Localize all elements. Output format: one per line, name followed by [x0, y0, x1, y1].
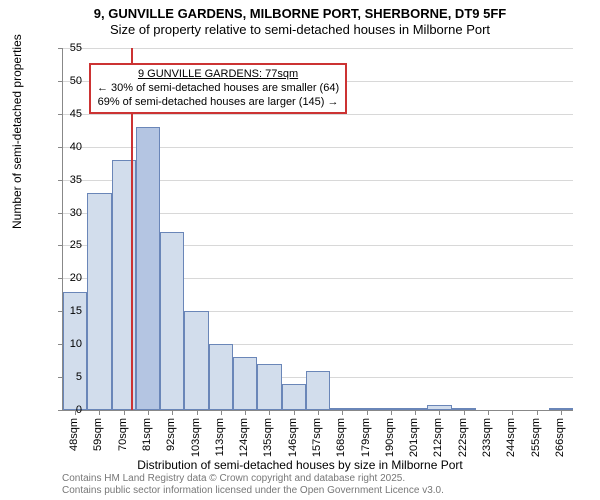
y-tick-label: 35 [54, 174, 82, 186]
x-tick [367, 410, 368, 415]
x-axis-label: Distribution of semi-detached houses by … [0, 458, 600, 472]
y-tick-label: 30 [54, 207, 82, 219]
x-tick-label: 92sqm [165, 418, 177, 451]
x-tick [172, 410, 173, 415]
annotation-box: 9 GUNVILLE GARDENS: 77sqm← 30% of semi-d… [89, 63, 347, 114]
x-tick-label: 212sqm [432, 418, 444, 457]
x-tick-label: 255sqm [530, 418, 542, 457]
x-tick-label: 113sqm [214, 418, 226, 456]
y-tick-label: 40 [54, 141, 82, 153]
chart-title-sub: Size of property relative to semi-detach… [0, 22, 600, 38]
histogram-bar [282, 384, 306, 410]
histogram-bar [184, 311, 208, 410]
y-tick-label: 55 [54, 42, 82, 54]
y-tick-label: 45 [54, 108, 82, 120]
footer-attribution: Contains HM Land Registry data © Crown c… [62, 473, 444, 497]
gridline [63, 48, 573, 49]
annotation-title: 9 GUNVILLE GARDENS: 77sqm [97, 68, 339, 82]
x-tick-label: 266sqm [554, 418, 566, 457]
x-tick [512, 410, 513, 415]
y-tick-label: 50 [54, 75, 82, 87]
x-tick [197, 410, 198, 415]
x-tick-label: 103sqm [190, 418, 202, 457]
x-tick [439, 410, 440, 415]
x-tick [537, 410, 538, 415]
x-tick-label: 201sqm [408, 418, 420, 457]
footer-line1: Contains HM Land Registry data © Crown c… [62, 473, 444, 485]
x-tick [99, 410, 100, 415]
y-axis-label: Number of semi-detached properties [10, 34, 24, 229]
y-tick-label: 25 [54, 239, 82, 251]
histogram-bar [209, 344, 233, 410]
y-tick-label: 5 [54, 371, 82, 383]
histogram-bar [136, 127, 160, 410]
x-tick-label: 70sqm [117, 418, 129, 451]
annotation-larger: 69% of semi-detached houses are larger (… [97, 96, 339, 110]
x-tick-label: 135sqm [262, 418, 274, 457]
y-tick-label: 0 [54, 404, 82, 416]
plot-area: 9 GUNVILLE GARDENS: 77sqm← 30% of semi-d… [62, 48, 573, 411]
x-tick [294, 410, 295, 415]
histogram-bar [87, 193, 111, 410]
y-tick-label: 15 [54, 305, 82, 317]
x-tick-label: 124sqm [238, 418, 250, 457]
x-tick [391, 410, 392, 415]
x-tick-label: 157sqm [311, 418, 323, 457]
annotation-smaller: ← 30% of semi-detached houses are smalle… [97, 82, 339, 96]
chart-title-address: 9, GUNVILLE GARDENS, MILBORNE PORT, SHER… [0, 6, 600, 22]
histogram-bar [306, 371, 330, 410]
x-tick [561, 410, 562, 415]
x-tick-label: 48sqm [68, 418, 80, 451]
footer-line2: Contains public sector information licen… [62, 485, 444, 497]
x-tick [415, 410, 416, 415]
x-tick [148, 410, 149, 415]
x-tick-label: 190sqm [384, 418, 396, 457]
x-tick-label: 244sqm [505, 418, 517, 457]
x-tick-label: 222sqm [457, 418, 469, 457]
x-tick [342, 410, 343, 415]
x-tick [245, 410, 246, 415]
x-tick-label: 179sqm [360, 418, 372, 457]
x-tick [124, 410, 125, 415]
y-tick-label: 20 [54, 272, 82, 284]
x-tick-label: 146sqm [287, 418, 299, 457]
x-tick [488, 410, 489, 415]
histogram-bar [257, 364, 281, 410]
histogram-bar [160, 232, 184, 410]
x-tick-label: 59sqm [92, 418, 104, 451]
x-tick [269, 410, 270, 415]
x-tick-label: 81sqm [141, 418, 153, 451]
x-tick [221, 410, 222, 415]
y-tick-label: 10 [54, 338, 82, 350]
x-tick [464, 410, 465, 415]
histogram-bar [233, 357, 257, 410]
x-tick-label: 168sqm [335, 418, 347, 457]
x-tick [318, 410, 319, 415]
x-tick-label: 233sqm [481, 418, 493, 457]
